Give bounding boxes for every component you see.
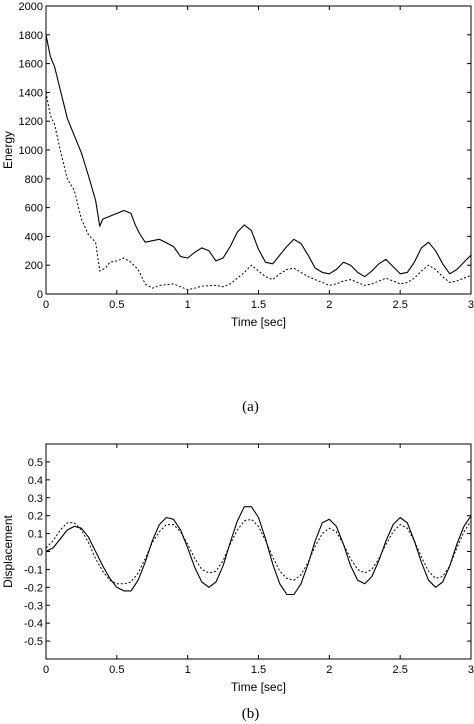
chart-a-x-tick-label: 0: [43, 299, 49, 311]
chart-b-x-tick-label: 0.5: [109, 664, 124, 676]
chart-a-plot-frame: [45, 5, 472, 295]
chart-a-y-tick-label: 200: [25, 260, 43, 272]
chart-a-x-tick-label: 0.5: [109, 299, 124, 311]
chart-b-series-dotted-line: [45, 518, 472, 585]
chart-b-y-tick-label: 0.4: [28, 475, 43, 487]
chart-a-y-tick-label: 2000: [19, 1, 43, 13]
chart-a-y-tick-label: 400: [25, 231, 43, 243]
chart-b-y-tick-label: 0.1: [28, 529, 43, 541]
chart-b-x-tick-label: 1: [185, 664, 191, 676]
chart-b-y-tick-label: -0.1: [24, 564, 43, 576]
chart-a-x-tick-label: 2.5: [393, 299, 408, 311]
chart-a-y-tick-label: 600: [25, 203, 43, 215]
chart-a-x-tick-label: 2: [326, 299, 332, 311]
chart-b-y-tick-label: -0.5: [24, 636, 43, 648]
chart-b-y-axis-label: Displacement: [1, 514, 15, 587]
chart-a-x-axis-label: Time [sec]: [231, 315, 286, 329]
chart-a-y-tick-label: 1200: [19, 116, 43, 128]
chart-b-y-tick-label: 0.2: [28, 511, 43, 523]
chart-b-caption: (b): [242, 706, 260, 722]
chart-a-y-tick-label: 0: [37, 289, 43, 301]
chart-b-y-tick-label: 0: [37, 547, 43, 559]
chart-b-x-tick-label: 2.5: [393, 664, 408, 676]
chart-b-y-tick-label: -0.4: [24, 618, 43, 630]
chart-a-y-tick-label: 1800: [19, 30, 43, 42]
chart-a-y-tick-label: 1400: [19, 87, 43, 99]
chart-b-x-axis-label: Time [sec]: [231, 680, 286, 694]
chart-a-y-tick-label: 800: [25, 174, 43, 186]
chart-a-x-tick-label: 3: [468, 299, 474, 311]
chart-a-caption: (a): [242, 399, 259, 415]
chart-a-y-axis-label: Energy: [1, 131, 15, 169]
chart-b-x-tick-label: 2: [326, 664, 332, 676]
chart-a-series-solid-line: [45, 34, 472, 278]
chart-b-plot-frame: [45, 443, 472, 660]
chart-b-x-tick-label: 1.5: [251, 664, 266, 676]
chart-b-series-solid-line: [45, 506, 472, 596]
chart-b-x-tick-label: 0: [43, 664, 49, 676]
chart-b-y-tick-label: 0.5: [28, 457, 43, 469]
chart-a-y-tick-label: 1600: [19, 59, 43, 71]
chart-b-y-tick-label: 0.3: [28, 493, 43, 505]
chart-b-y-tick-label: -0.3: [24, 600, 43, 612]
chart-a-series-dotted-line: [45, 92, 472, 291]
chart-b-y-tick-label: -0.2: [24, 582, 43, 594]
chart-a-x-tick-label: 1.5: [251, 299, 266, 311]
chart-a-x-tick-label: 1: [185, 299, 191, 311]
chart-b-x-tick-label: 3: [468, 664, 474, 676]
chart-a-y-tick-label: 1000: [19, 145, 43, 157]
